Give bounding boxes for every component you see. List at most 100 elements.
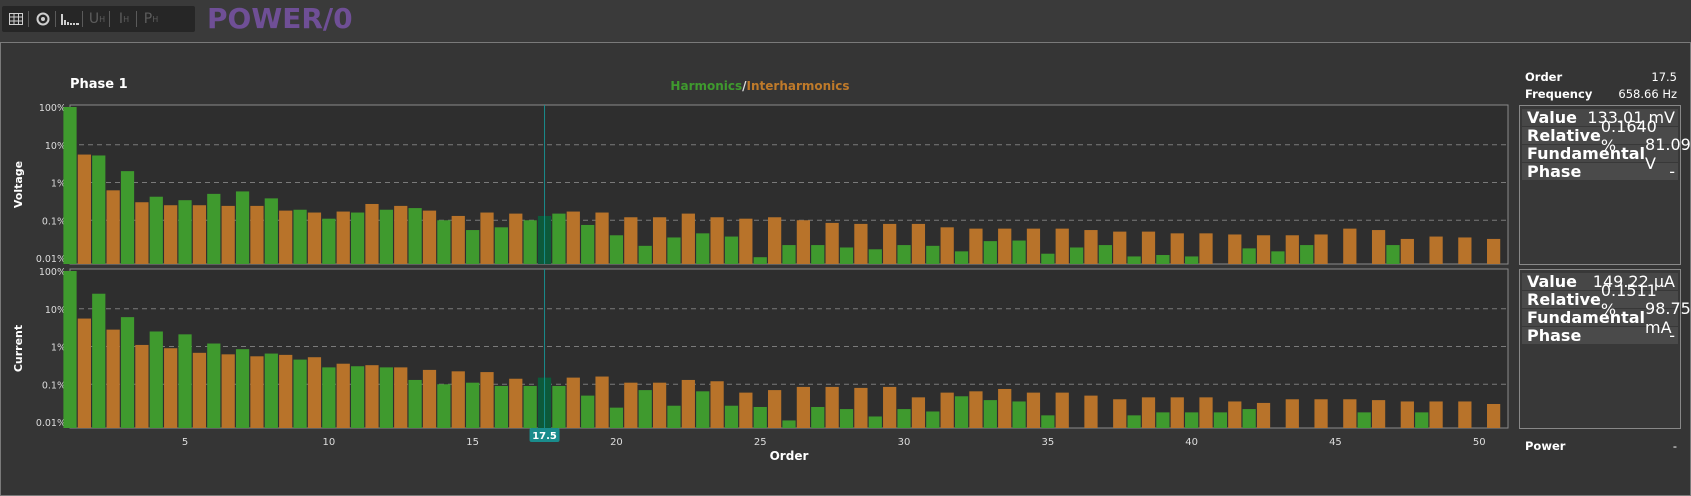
- voltage-phase-row: Phase -: [1522, 162, 1678, 181]
- current-relative-row: Relative 0.1511 %: [1522, 281, 1678, 319]
- x-tick-label: 35: [1041, 437, 1054, 448]
- interharmonic-bar: [1371, 230, 1386, 264]
- harmonic-bar: [1069, 247, 1084, 264]
- harmonic-bar: [897, 245, 911, 264]
- interharmonic-bar: [106, 190, 120, 264]
- harmonic-bar: [1300, 245, 1314, 264]
- interharmonic-bar: [1458, 237, 1472, 264]
- harmonic-bar: [983, 241, 997, 264]
- interharmonic-bar: [250, 356, 264, 428]
- interharmonic-bar: [883, 386, 897, 428]
- interharmonic-bar: [1285, 399, 1299, 428]
- interharmonic-bar: [624, 382, 638, 428]
- interharmonic-bar: [336, 363, 350, 428]
- interharmonic-bar: [1256, 235, 1271, 264]
- interharmonic-bar: [825, 222, 839, 264]
- harmonic-bar: [466, 382, 480, 428]
- harmonic-bar: [839, 409, 854, 428]
- harmonic-bar: [1185, 256, 1199, 264]
- interharmonic-bar: [307, 212, 322, 264]
- interharmonic-bar: [307, 357, 322, 428]
- interharmonic-bar: [710, 217, 724, 264]
- table-icon[interactable]: [4, 8, 28, 30]
- interharmonic-bar: [1458, 401, 1472, 428]
- y-axis-label: Current: [12, 325, 25, 372]
- interharmonic-bar: [1055, 392, 1069, 428]
- interharmonic-bar: [911, 223, 926, 264]
- y-tick-label: 100%: [39, 267, 66, 278]
- interharmonic-bar: [250, 205, 264, 264]
- interharmonic-bar: [394, 205, 408, 264]
- harmonic-bar: [523, 220, 537, 264]
- harmonic-bar: [149, 196, 163, 264]
- circle-icon[interactable]: [31, 8, 55, 30]
- bars-icon[interactable]: [58, 8, 82, 30]
- interharmonic-bar: [1084, 395, 1098, 428]
- harmonic-bar: [408, 208, 422, 264]
- harmonic-bar: [552, 213, 566, 264]
- cursor-label: 17.5: [532, 431, 557, 442]
- interharmonic-bar: [1170, 233, 1184, 264]
- harmonic-bar: [926, 245, 940, 264]
- harmonic-bar: [178, 200, 192, 264]
- interharmonic-bar: [1487, 238, 1501, 264]
- phase-title: Phase 1: [70, 77, 128, 92]
- interharmonic-bar: [1170, 397, 1184, 428]
- harmonic-bar: [1185, 412, 1199, 428]
- cursor-marker: [529, 428, 560, 442]
- harmonic-bar: [1242, 409, 1256, 428]
- interharmonic-bar: [854, 223, 868, 264]
- y-tick-label: 10%: [45, 305, 66, 316]
- harmonic-bar: [897, 409, 911, 428]
- interharmonic-bar: [422, 369, 437, 428]
- interharmonic-bar: [221, 205, 235, 264]
- harmonic-bar: [868, 416, 882, 428]
- harmonic-bar: [868, 249, 882, 264]
- interharmonic-bar: [365, 203, 379, 264]
- harmonic-bar: [753, 406, 767, 428]
- interharmonic-bar: [883, 223, 897, 264]
- harmonic-bar: [609, 407, 624, 428]
- harmonic-bar: [1012, 240, 1026, 264]
- harmonic-bar: [638, 390, 652, 428]
- interharmonic-bar: [768, 390, 782, 428]
- harmonic-bar: [235, 191, 250, 264]
- harmonic-bar: [552, 385, 566, 428]
- app-title: POWER/0: [207, 2, 353, 35]
- harmonic-bar: [264, 198, 278, 264]
- x-tick-label: 20: [610, 437, 623, 448]
- interharmonic-bar: [106, 329, 120, 428]
- current-value-row: Value 149.22 µA: [1522, 272, 1678, 291]
- interharmonic-bar: [77, 154, 91, 264]
- interharmonic-bar: [1084, 230, 1098, 264]
- interharmonic-bar: [1141, 231, 1156, 264]
- harmonic-bar: [149, 331, 163, 428]
- interharmonic-bar: [1055, 228, 1069, 264]
- harmonic-bar: [954, 251, 969, 264]
- harmonic-bar: [207, 193, 221, 264]
- y-tick-label: 1%: [51, 179, 66, 190]
- x-tick-label: 40: [1185, 437, 1198, 448]
- interharmonic-bar: [365, 365, 379, 428]
- cursor-info: Order 17.5 Frequency 658.66 Hz: [1520, 68, 1680, 102]
- interharmonic-bar: [164, 205, 178, 264]
- legend-harmonics: Harmonics: [670, 79, 743, 93]
- harmonic-bar: [1041, 253, 1055, 264]
- chart-legend: Harmonics/Interharmonics: [0, 79, 1520, 93]
- power-row: Power -: [1525, 438, 1677, 453]
- harmonic-bar: [379, 209, 393, 264]
- harmonic-bar: [1127, 256, 1141, 264]
- harmonics-chart[interactable]: 100% 10% 1% 0.1% 0.01% Voltage 100% 10% 1% 0.1% 0.…: [0, 0, 1520, 496]
- harmonic-bar: [1415, 412, 1429, 428]
- y-tick-label: 0.1%: [42, 380, 66, 391]
- harmonic-bar: [207, 343, 221, 428]
- interharmonic-bar: [710, 381, 724, 428]
- harmonic-bar: [983, 400, 997, 428]
- interharmonic-bar: [135, 344, 149, 428]
- harmonic-bar: [926, 411, 940, 428]
- interharmonic-bar: [998, 388, 1012, 428]
